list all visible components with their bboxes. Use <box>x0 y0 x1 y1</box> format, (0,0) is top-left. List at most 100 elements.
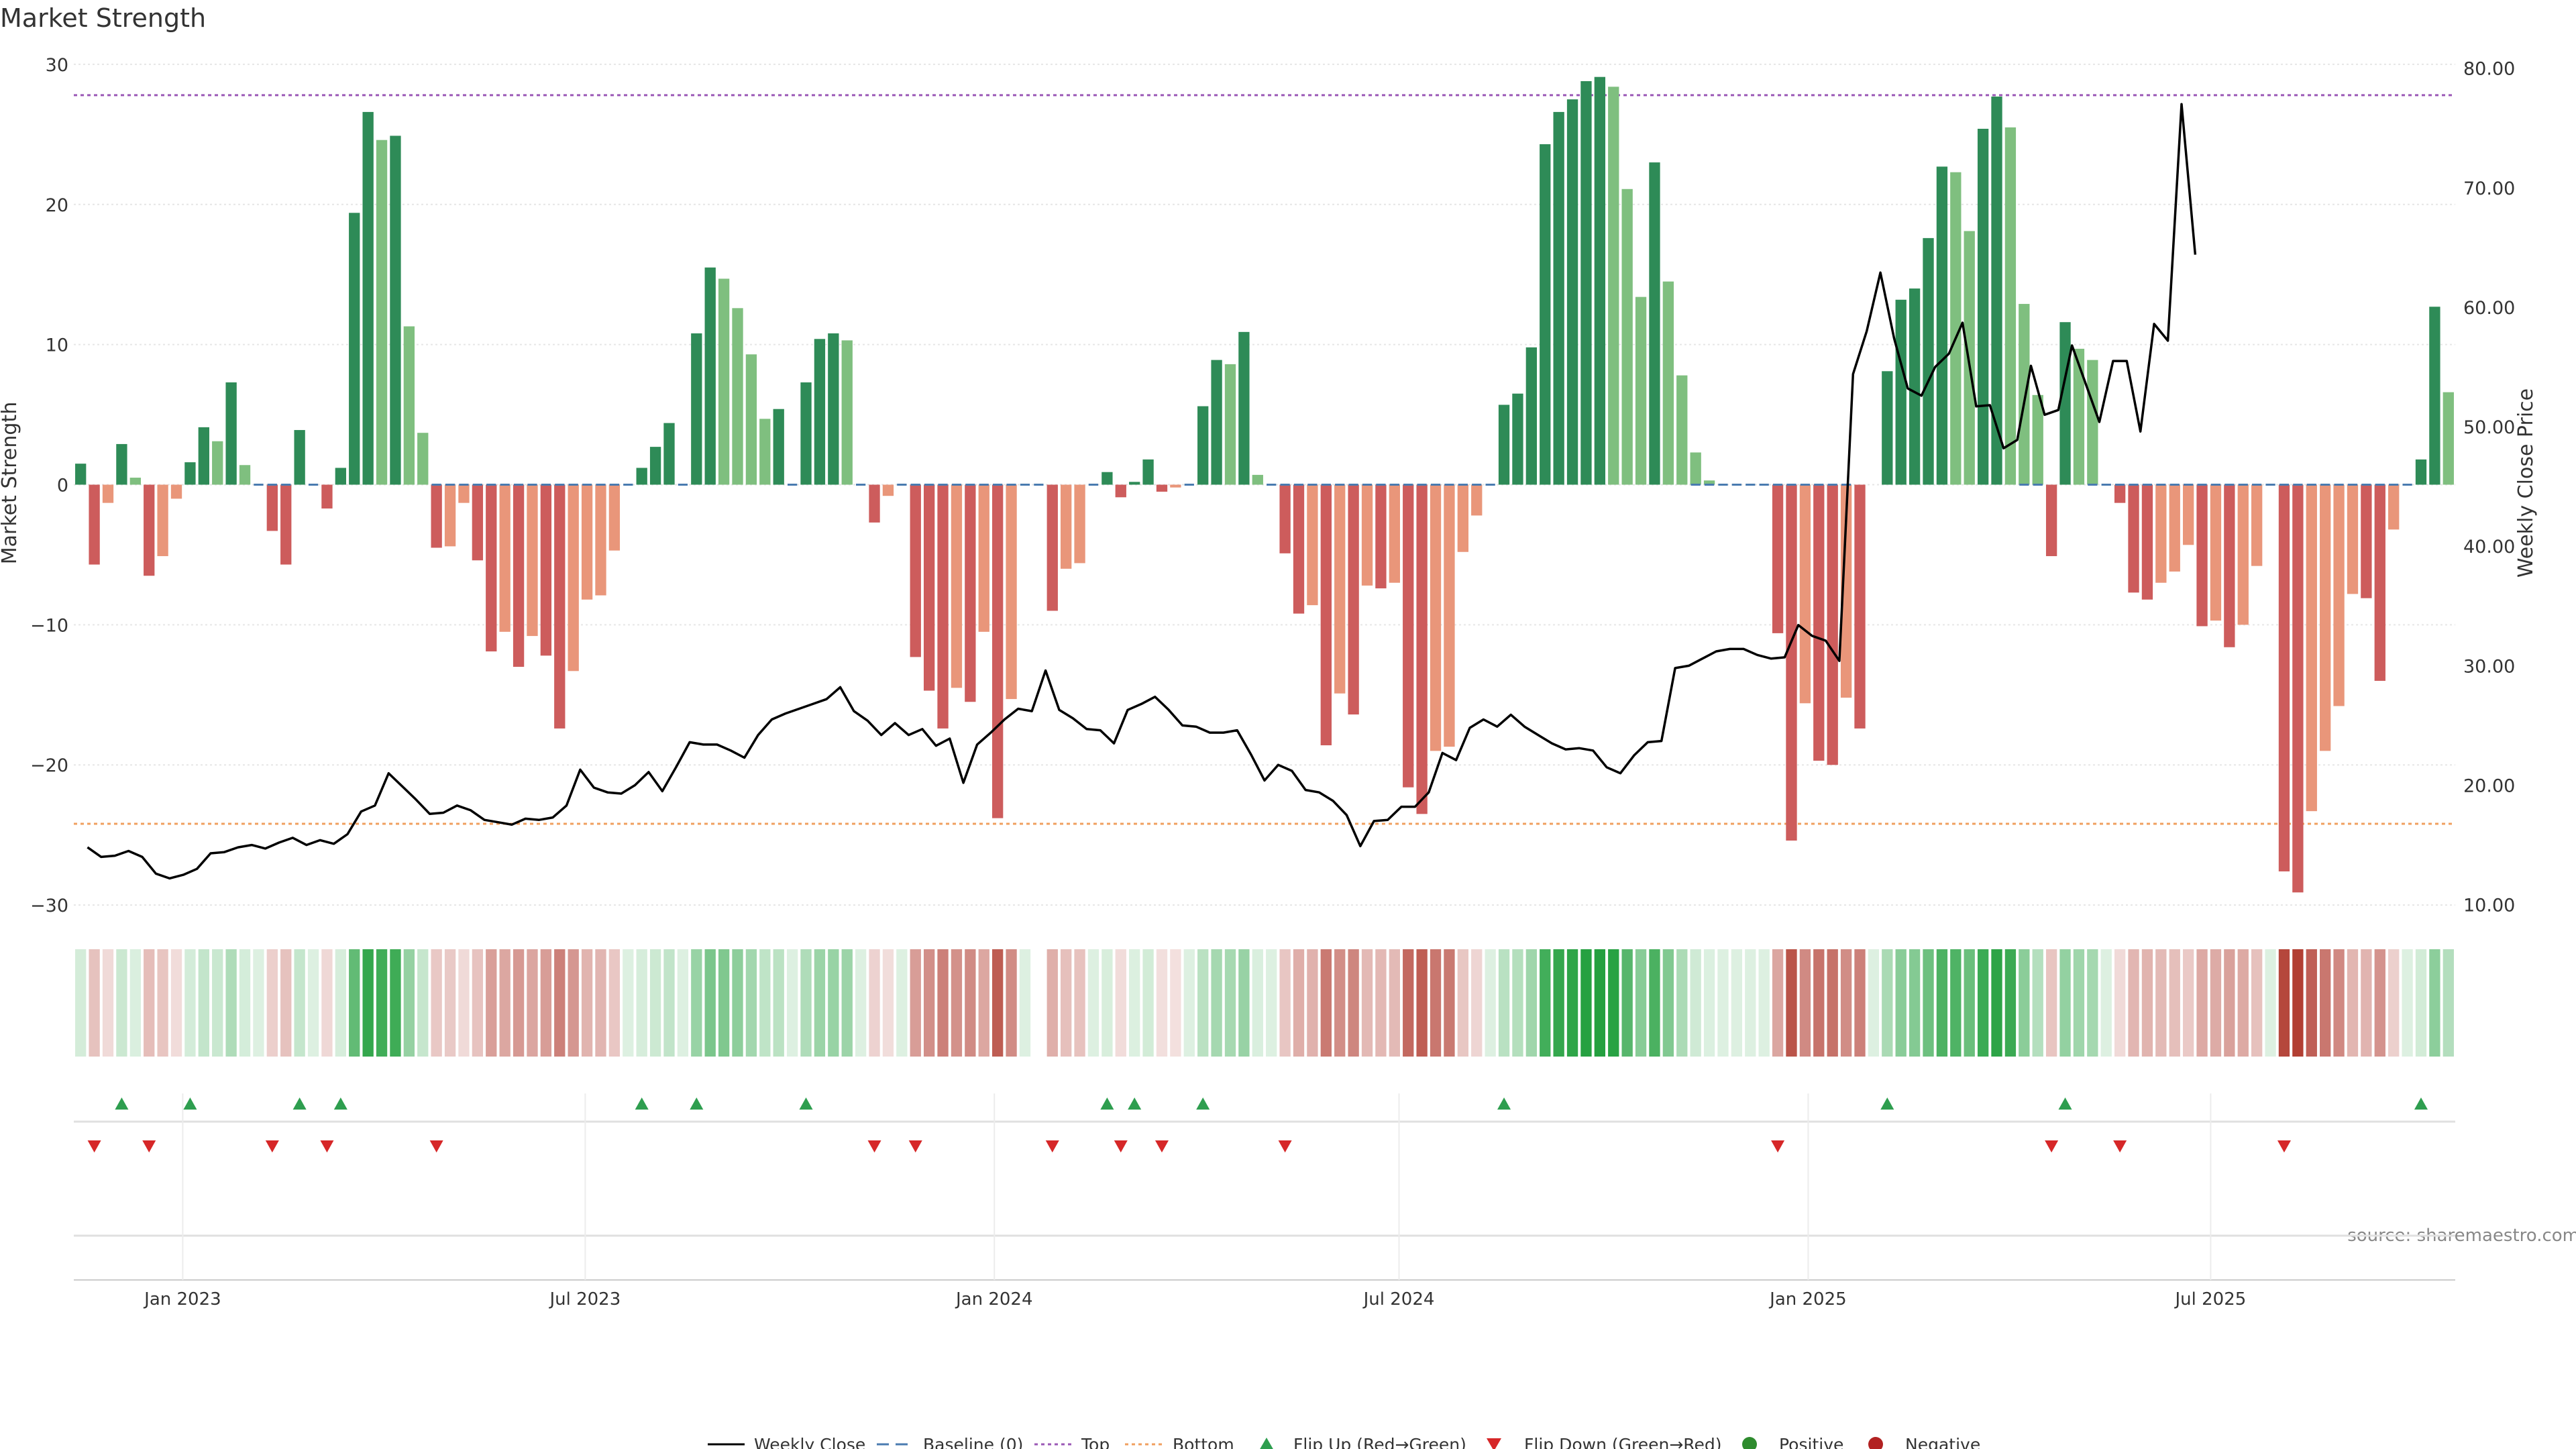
heat-cell <box>1416 949 1428 1057</box>
strength-bar <box>745 354 757 485</box>
heat-cell <box>2045 949 2057 1057</box>
legend-positive: Positive <box>1779 1435 1843 1449</box>
heat-cell <box>568 949 579 1057</box>
heat-cell <box>1129 949 1140 1057</box>
flip-down-marker <box>1114 1140 1128 1152</box>
strength-bar <box>513 484 525 667</box>
heat-cell <box>773 949 784 1057</box>
heat-cell <box>1703 949 1715 1057</box>
heat-cell <box>554 949 566 1057</box>
heat-cell <box>2019 949 2030 1057</box>
heat-cell <box>1772 949 1784 1057</box>
y-tick-label: 20 <box>46 195 68 216</box>
legend-negative: Negative <box>1905 1435 1980 1449</box>
heat-cell <box>2278 949 2290 1057</box>
y-axis-ticks: 30 20 10 0 −10 −20 −30 <box>30 55 68 916</box>
heat-cell <box>869 949 880 1057</box>
strength-bar <box>1649 162 1660 485</box>
strength-bar <box>1525 347 1538 485</box>
y-tick-label: 0 <box>57 476 68 496</box>
strength-bar <box>581 484 593 600</box>
heat-cell <box>2443 949 2454 1057</box>
strength-bar <box>1197 406 1209 485</box>
flip-down-marker <box>87 1140 101 1152</box>
heat-cell <box>1498 949 1510 1057</box>
strength-bars <box>75 76 2454 893</box>
heat-cell <box>1786 949 1797 1057</box>
heat-cell <box>910 949 921 1057</box>
heat-cell <box>1334 949 1346 1057</box>
strength-bar <box>403 326 415 485</box>
heat-cell <box>1403 949 1414 1057</box>
flip-up-marker <box>690 1097 704 1110</box>
x-tick-label: Jan 2024 <box>955 1289 1033 1309</box>
strength-bar <box>1142 459 1154 485</box>
heat-cell <box>745 949 757 1057</box>
legend-top: Top <box>1081 1435 1110 1449</box>
strength-bar <box>144 484 155 576</box>
x-axis: Jan 2023 Jul 2023 Jan 2024 Jul 2024 Jan 2025… <box>74 1093 2455 1309</box>
heat-cell <box>2155 949 2167 1057</box>
heat-cell <box>1361 949 1373 1057</box>
heat-cell <box>2388 949 2400 1057</box>
legend-flip-down: Flip Down (Green→Red) <box>1524 1435 1722 1449</box>
heat-cell <box>2361 949 2372 1057</box>
strength-bar <box>1471 484 1483 516</box>
strength-bar <box>1662 281 1674 485</box>
heat-cell <box>1745 949 1756 1057</box>
heat-cell <box>170 949 182 1057</box>
x-tick-label: Jul 2025 <box>2174 1289 2246 1309</box>
heat-cell <box>472 949 484 1057</box>
heat-cell <box>102 949 114 1057</box>
heat-cell <box>2292 949 2304 1057</box>
heat-cell <box>623 949 634 1057</box>
strength-bar <box>910 484 921 657</box>
heat-cell <box>1635 949 1647 1057</box>
y-axis-label: Market Strength <box>0 402 21 564</box>
strength-bar <box>978 484 989 632</box>
flip-down-marker <box>320 1140 334 1152</box>
strength-bar <box>1444 484 1455 747</box>
heat-cell <box>417 949 429 1057</box>
x-tick-label: Jul 2023 <box>548 1289 621 1309</box>
strength-bar <box>486 484 497 652</box>
heat-cell <box>2114 949 2126 1057</box>
heat-cell <box>1430 949 1442 1057</box>
strength-bar <box>1512 393 1523 485</box>
heat-cell <box>965 949 976 1057</box>
strength-bar <box>663 423 675 485</box>
strength-bar <box>1348 484 1359 715</box>
strength-bar <box>1909 288 1921 485</box>
flip-up-marker <box>635 1097 649 1110</box>
strength-bar <box>841 340 853 485</box>
strength-bar <box>1936 166 1948 485</box>
heat-cell <box>1690 949 1701 1057</box>
heat-cell <box>732 949 743 1057</box>
strength-bar <box>2429 307 2440 485</box>
flip-down-marker <box>1278 1140 1292 1152</box>
heat-cell <box>786 949 798 1057</box>
heat-cell <box>1553 949 1564 1057</box>
strength-bar <box>444 484 456 547</box>
heat-cell <box>486 949 497 1057</box>
strength-bar <box>1307 484 1318 606</box>
strength-bar <box>1156 484 1168 492</box>
strength-bar <box>499 484 511 632</box>
strength-bar <box>2128 484 2139 593</box>
heat-cell <box>513 949 525 1057</box>
heat-cell <box>2073 949 2085 1057</box>
flip-up-marker <box>1196 1097 1210 1110</box>
flip-up-marker <box>1880 1097 1894 1110</box>
y2-tick-label: 40.00 <box>2463 537 2515 557</box>
flip-up-marker <box>292 1097 307 1110</box>
heat-cell <box>1074 949 1085 1057</box>
heat-cell <box>1977 949 1989 1057</box>
heat-cell <box>2224 949 2235 1057</box>
heat-cell <box>2059 949 2071 1057</box>
strength-bar <box>814 339 826 485</box>
heat-cell <box>2128 949 2139 1057</box>
strength-bar <box>184 462 196 485</box>
legend-bottom: Bottom <box>1173 1435 1234 1449</box>
y-tick-label: 10 <box>46 335 68 356</box>
